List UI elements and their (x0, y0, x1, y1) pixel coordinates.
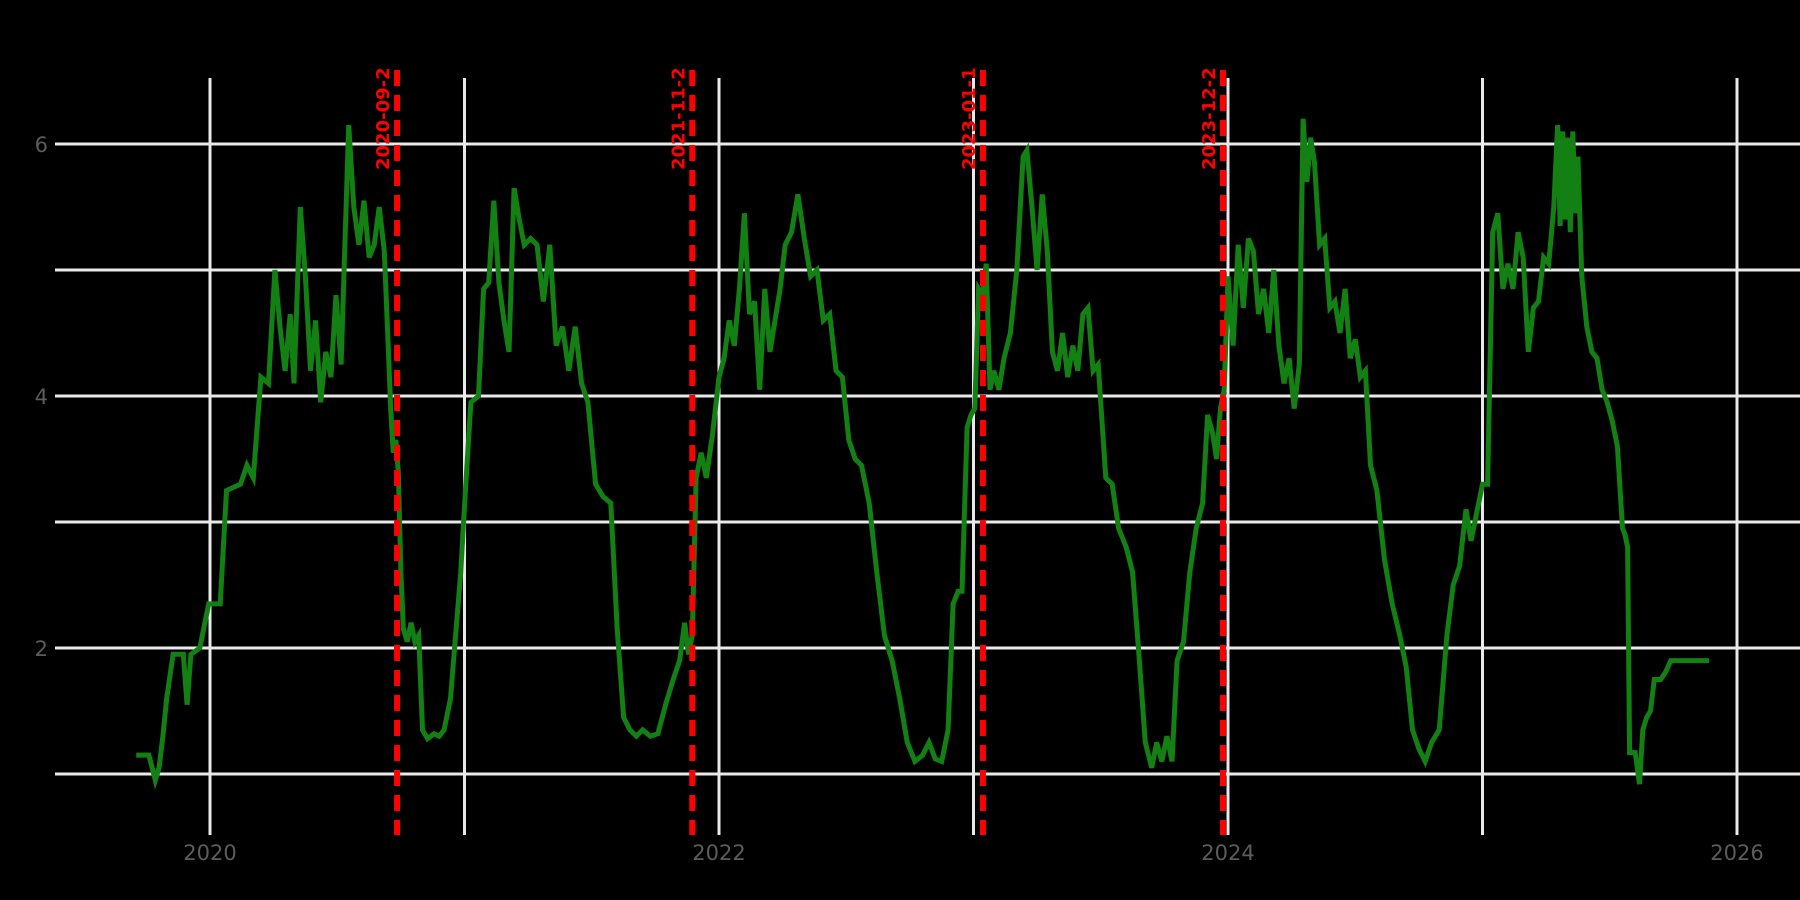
x-tick-label: 2026 (1710, 841, 1763, 865)
x-tick-label: 2020 (183, 841, 236, 865)
x-tick-label: 2024 (1201, 841, 1254, 865)
event-label: 2023-01-1 (959, 67, 980, 170)
event-label: 2023-12-2 (1199, 67, 1220, 170)
y-tick-label: 2 (35, 637, 48, 661)
y-tick-label: 6 (35, 133, 48, 157)
event-label: 2020-09-2 (373, 67, 394, 170)
series-line (136, 118, 1709, 790)
event-label: 2021-11-2 (668, 67, 689, 170)
x-tick-label: 2022 (692, 841, 745, 865)
y-tick-label: 4 (35, 385, 48, 409)
